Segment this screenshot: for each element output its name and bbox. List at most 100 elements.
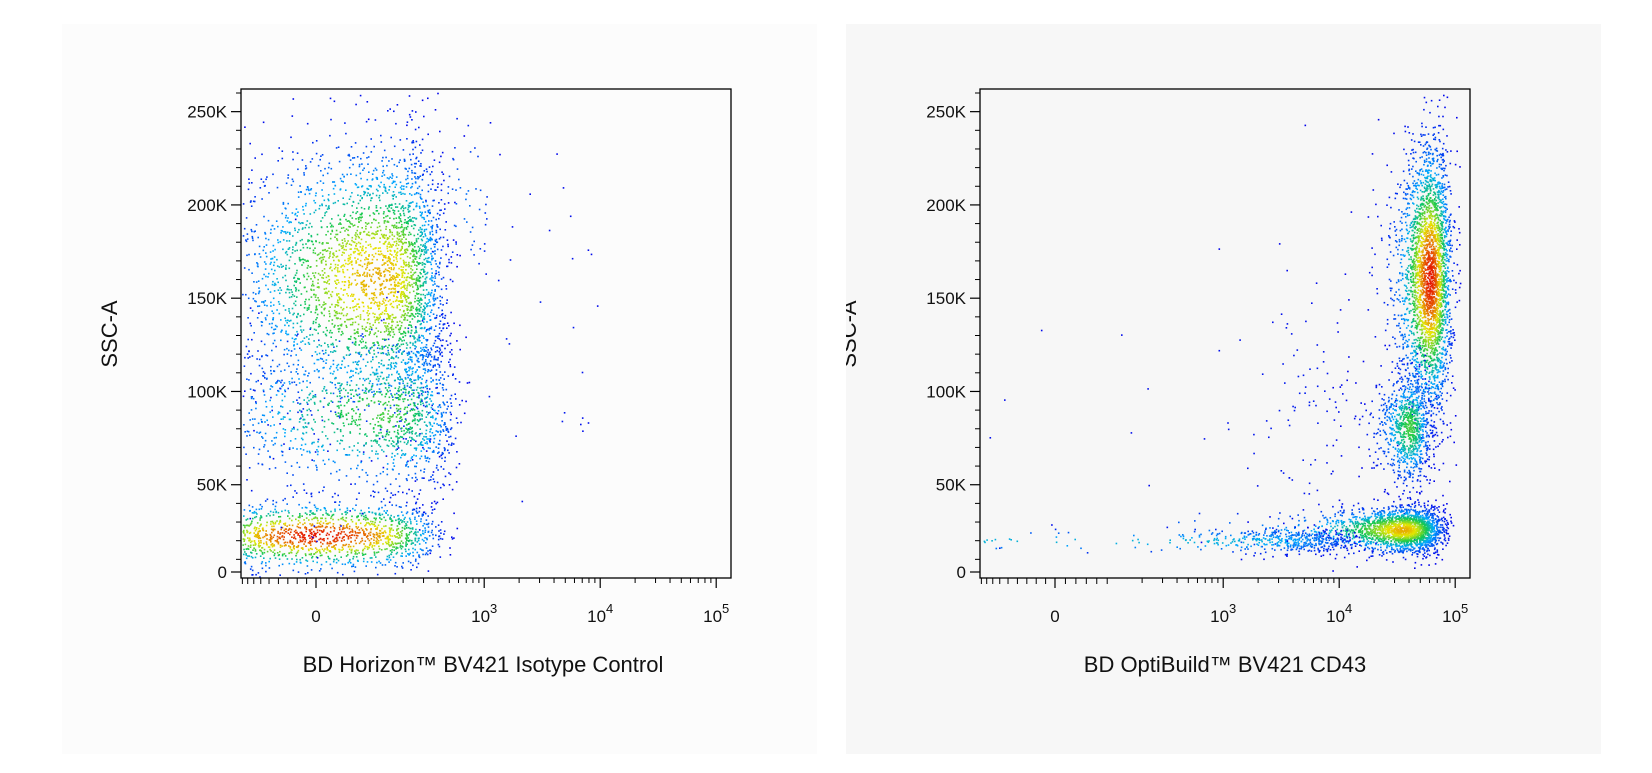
event-dot bbox=[295, 338, 297, 340]
event-dot bbox=[261, 414, 264, 416]
event-dot bbox=[436, 349, 439, 352]
event-dot bbox=[363, 190, 365, 193]
event-dot bbox=[419, 419, 421, 421]
event-dot bbox=[451, 536, 453, 538]
event-dot bbox=[337, 259, 340, 261]
event-dot bbox=[386, 430, 388, 433]
event-dot bbox=[418, 334, 420, 337]
event-dot bbox=[364, 519, 367, 521]
event-dot bbox=[407, 170, 409, 173]
event-dot bbox=[316, 308, 318, 311]
event-dot bbox=[258, 253, 261, 255]
event-dot bbox=[274, 467, 277, 469]
event-dot bbox=[414, 182, 417, 184]
event-dot bbox=[451, 442, 453, 445]
event-dot bbox=[418, 493, 420, 495]
event-dot bbox=[334, 383, 336, 386]
event-dot bbox=[311, 158, 314, 160]
event-dot bbox=[429, 261, 432, 264]
event-dot bbox=[379, 294, 381, 296]
event-dot bbox=[350, 530, 352, 533]
event-dot bbox=[378, 304, 380, 307]
event-dot bbox=[378, 507, 380, 510]
event-dot bbox=[362, 249, 364, 252]
event-dot bbox=[370, 561, 373, 563]
event-dot bbox=[309, 530, 311, 533]
event-dot bbox=[371, 258, 374, 261]
event-dot bbox=[325, 263, 327, 266]
event-dot bbox=[384, 186, 387, 189]
event-dot bbox=[361, 185, 364, 187]
event-dot bbox=[398, 339, 400, 342]
event-dot bbox=[356, 361, 359, 364]
event-dot bbox=[391, 549, 393, 551]
event-dot bbox=[255, 553, 258, 555]
event-dot bbox=[409, 309, 411, 312]
event-dot bbox=[388, 316, 391, 319]
event-dot bbox=[385, 512, 387, 514]
event-dot bbox=[331, 323, 334, 325]
event-dot bbox=[346, 507, 349, 509]
event-dot bbox=[341, 265, 343, 267]
event-dot bbox=[388, 374, 390, 376]
event-dot bbox=[396, 275, 398, 277]
event-dot bbox=[434, 277, 437, 279]
event-dot bbox=[308, 304, 311, 307]
event-dot bbox=[292, 542, 294, 545]
event-dot bbox=[351, 236, 354, 239]
event-dot bbox=[260, 321, 263, 323]
event-dot bbox=[416, 321, 419, 323]
event-dot bbox=[399, 435, 402, 438]
event-dot bbox=[351, 565, 353, 568]
event-dot bbox=[343, 301, 345, 304]
event-dot bbox=[284, 509, 287, 512]
event-dot bbox=[432, 537, 435, 540]
event-dot bbox=[278, 266, 281, 268]
event-dot bbox=[328, 320, 330, 322]
event-dot bbox=[415, 308, 417, 311]
event-dot bbox=[371, 557, 373, 559]
event-dot bbox=[414, 518, 416, 520]
event-dot bbox=[374, 119, 377, 121]
event-dot bbox=[310, 544, 312, 546]
event-dot bbox=[356, 363, 358, 365]
event-dot bbox=[345, 218, 347, 221]
event-dot bbox=[285, 250, 288, 253]
event-dot bbox=[396, 321, 399, 323]
event-dot bbox=[275, 501, 278, 504]
event-dot bbox=[289, 539, 292, 542]
event-dot bbox=[390, 524, 393, 526]
event-dot bbox=[405, 251, 408, 254]
event-dot bbox=[379, 186, 381, 188]
event-dot bbox=[299, 536, 301, 539]
event-dot bbox=[280, 528, 282, 531]
event-dot bbox=[376, 233, 378, 235]
event-dot bbox=[254, 157, 256, 159]
event-dot bbox=[375, 327, 378, 330]
event-dot bbox=[419, 144, 421, 146]
event-dot bbox=[338, 296, 340, 298]
event-dot bbox=[417, 176, 419, 178]
event-dot bbox=[317, 441, 319, 443]
event-dot bbox=[417, 366, 420, 368]
event-dot bbox=[337, 281, 340, 284]
event-dot bbox=[453, 512, 455, 515]
event-dot bbox=[318, 257, 321, 260]
event-dot bbox=[342, 435, 344, 437]
event-dot bbox=[357, 372, 360, 375]
event-dot bbox=[283, 523, 285, 525]
event-dot bbox=[370, 138, 372, 140]
event-dot bbox=[350, 552, 353, 554]
event-dot bbox=[352, 565, 355, 567]
event-dot bbox=[405, 226, 407, 229]
event-dot bbox=[407, 182, 410, 185]
event-dot bbox=[352, 200, 355, 203]
event-dot bbox=[314, 506, 317, 508]
event-dot bbox=[348, 525, 351, 528]
event-dot bbox=[447, 202, 450, 204]
event-dot bbox=[292, 474, 294, 476]
event-dot bbox=[333, 326, 335, 328]
event-dot bbox=[404, 312, 407, 315]
event-dot bbox=[424, 360, 427, 363]
event-dot bbox=[420, 393, 423, 395]
